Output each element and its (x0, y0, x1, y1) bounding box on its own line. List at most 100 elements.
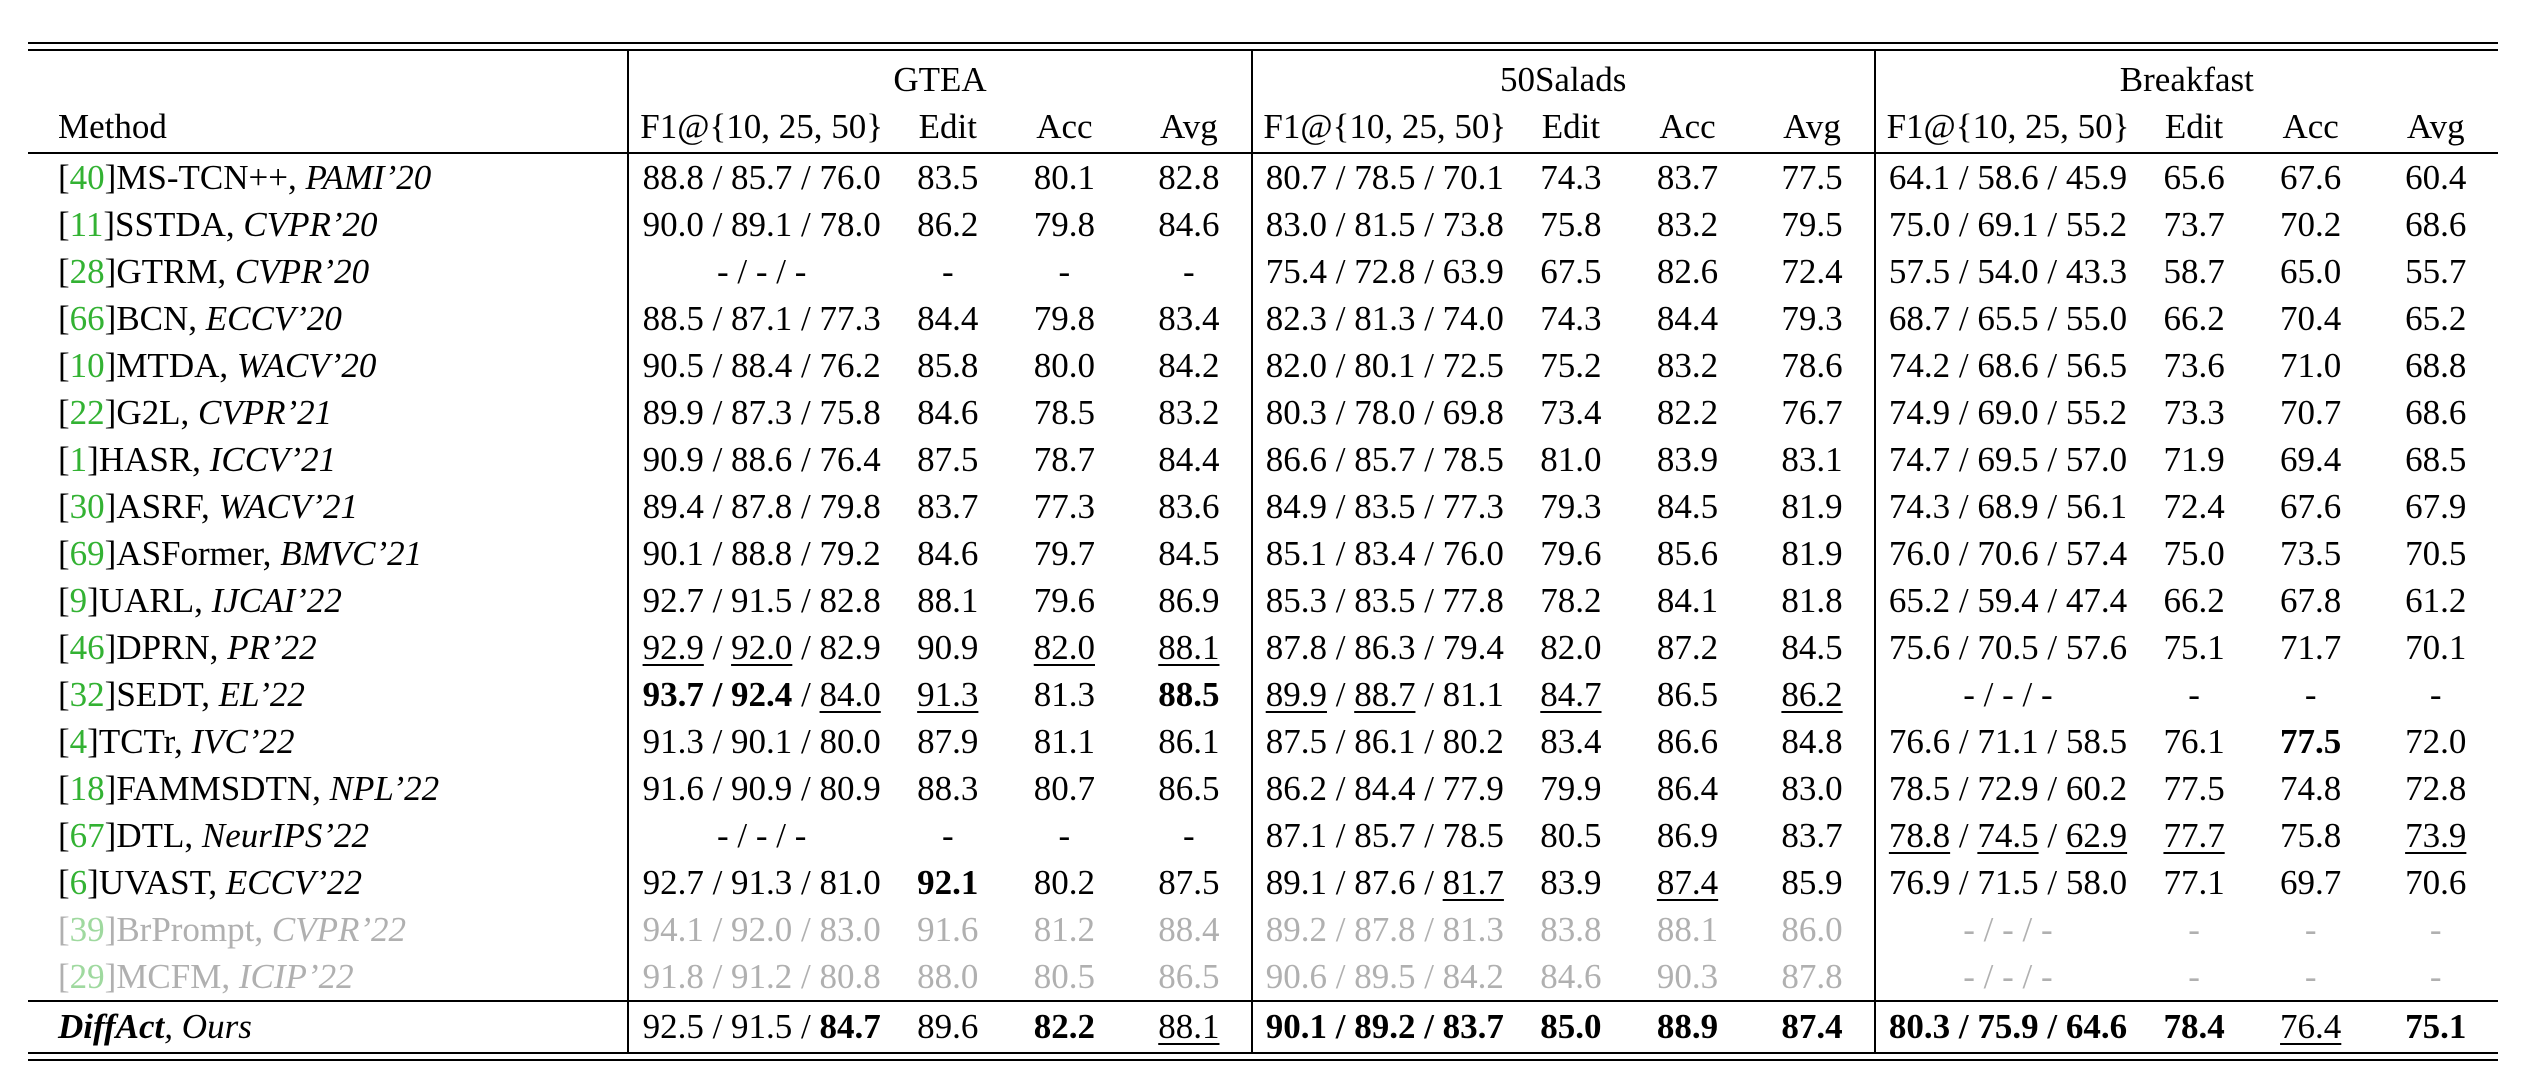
cell-value: 83.9 (1540, 863, 1602, 902)
cell-value: 86.6 (1656, 722, 1719, 761)
metric-header: F1@{10, 25, 50} (1250, 102, 1518, 154)
citation-link[interactable]: 29 (69, 957, 105, 996)
bottom-rule-inner (28, 1059, 2498, 1061)
citation-link[interactable]: 11 (69, 205, 104, 244)
cell-value: 72.4 (2163, 487, 2225, 526)
table-cell: 70.1 (2373, 624, 2498, 671)
cell-value: 74.7 / 69.5 / 57.0 (1888, 440, 2128, 479)
cell-value: 78.5 (1033, 393, 1095, 432)
cell-value: 66.2 (2163, 581, 2225, 620)
table-cell: 88.1 (1625, 906, 1751, 953)
cell-value: - (2188, 675, 2200, 714)
citation-link[interactable]: 28 (69, 252, 105, 291)
table-cell: 90.5 / 88.4 / 76.2 (627, 342, 894, 389)
table-cell: 79.3 (1750, 295, 1874, 342)
cell-value: 92.1 (917, 863, 979, 902)
table-cell: 76.0 / 70.6 / 57.4 (1873, 530, 2141, 577)
table-cell: - (1002, 812, 1128, 859)
citation-link[interactable]: 4 (69, 722, 88, 761)
cell-value: 90.0 / 89.1 / 78.0 (642, 205, 881, 244)
citation-link[interactable]: 30 (69, 487, 105, 526)
table-cell: 77.5 (2248, 718, 2374, 765)
citation-link[interactable]: 10 (69, 346, 105, 385)
method-cell: [28]GTRM, CVPR’20 (58, 252, 370, 291)
metric-header: F1@{10, 25, 50} (1873, 102, 2141, 154)
table-cell: 90.0 / 89.1 / 78.0 (627, 201, 894, 248)
cell-value: 90.6 / 89.5 / 84.2 (1265, 957, 1504, 996)
cell-value: 66.2 (2163, 299, 2225, 338)
table-cell: 65.2 / 59.4 / 47.4 (1873, 577, 2141, 624)
table-cell: 83.6 (1127, 483, 1251, 530)
cell-value: 82.0 / 80.1 / 72.5 (1265, 346, 1504, 385)
table-cell: 84.5 (1750, 624, 1874, 671)
cell-value: 87.2 (1656, 628, 1719, 667)
table-cell: 81.9 (1750, 530, 1874, 577)
method-name: ASRF, (116, 487, 219, 526)
citation-link[interactable]: 1 (69, 440, 88, 479)
table-cell: 80.2 (1002, 859, 1128, 906)
cell-value: 83.1 (1781, 440, 1843, 479)
citation-link[interactable]: 32 (69, 675, 105, 714)
method-name: UARL, (98, 581, 212, 620)
table-row: [66]BCN, ECCV’20 88.5 / 87.1 / 77.3 84.4 79… (28, 295, 2498, 342)
citation-link[interactable]: 6 (69, 863, 88, 902)
cell-value: - (2304, 910, 2317, 949)
cell-value: 83.2 (1656, 346, 1719, 385)
cell-value: 80.7 (1033, 769, 1095, 808)
table-cell: 84.6 (894, 530, 1002, 577)
method-name: SSTDA, (115, 205, 244, 244)
cell-value: 81.0 (1540, 440, 1602, 479)
method-venue: , Ours (164, 1007, 252, 1046)
table-cell: 77.1 (2140, 859, 2248, 906)
citation-link[interactable]: 9 (69, 581, 88, 620)
method-cell: [39]BrPrompt, CVPR’22 (58, 910, 407, 949)
cell-value: 94.1 / 92.0 / 83.0 (642, 910, 881, 949)
table-cell: - (2373, 671, 2498, 718)
cell-value: 84.8 (1781, 722, 1843, 761)
cell-value: 80.5 (1540, 816, 1602, 855)
citation-link[interactable]: 22 (69, 393, 105, 432)
cell-value: 80.7 / 78.5 / 70.1 (1265, 158, 1504, 197)
table-cell: 75.8 (1517, 201, 1625, 248)
citation-link[interactable]: 18 (69, 769, 105, 808)
citation-link[interactable]: 46 (69, 628, 105, 667)
table-cell: 67.5 (1517, 248, 1625, 295)
table-cell: 81.0 (1517, 436, 1625, 483)
citation-link[interactable]: 40 (69, 158, 105, 197)
cell-value: 84.7 (819, 1007, 881, 1046)
cell-value: 92.5 / 91.5 / (642, 1007, 820, 1046)
table-cell: 84.8 (1750, 718, 1874, 765)
method-venue: PR’22 (227, 628, 317, 667)
table-cell: - (2140, 906, 2248, 953)
cell-value: / (792, 675, 820, 714)
cell-value: - (2429, 957, 2442, 996)
cell-value: 84.5 (1781, 628, 1843, 667)
table-cell: 79.9 (1517, 765, 1625, 812)
table-cell: 80.7 (1002, 765, 1128, 812)
cell-value: 79.6 (1540, 534, 1602, 573)
method-name: FAMMSDTN, (116, 769, 330, 808)
cell-value: 83.0 (1781, 769, 1843, 808)
cell-value: 70.6 (2405, 863, 2467, 902)
table-cell: - / - / - (1873, 953, 2141, 1001)
table-cell: 87.9 (894, 718, 1002, 765)
cell-value: 83.7 (1656, 158, 1719, 197)
table-cell: 83.5 (894, 153, 1002, 201)
citation-link[interactable]: 66 (69, 299, 105, 338)
table-cell: 83.2 (1127, 389, 1251, 436)
table-cell: 86.2 (894, 201, 1002, 248)
cell-value: 91.3 (917, 675, 979, 714)
table-cell: 89.4 / 87.8 / 79.8 (627, 483, 894, 530)
method-cell: [46]DPRN, PR’22 (58, 628, 317, 667)
citation-link[interactable]: 69 (69, 534, 105, 573)
method-name: HASR, (98, 440, 210, 479)
table-cell: 79.6 (1517, 530, 1625, 577)
table-row: [32]SEDT, EL’22 93.7 / 92.4 / 84.0 91.3 81.… (28, 671, 2498, 718)
citation-link[interactable]: 39 (69, 910, 105, 949)
citation-link[interactable]: 67 (69, 816, 105, 855)
method-venue: NeurIPS’22 (201, 816, 370, 855)
table-cell: 83.9 (1517, 859, 1625, 906)
cell-value: 83.2 (1656, 205, 1719, 244)
cell-value: 80.0 (1033, 346, 1095, 385)
cell-value: 77.5 (2280, 722, 2342, 761)
